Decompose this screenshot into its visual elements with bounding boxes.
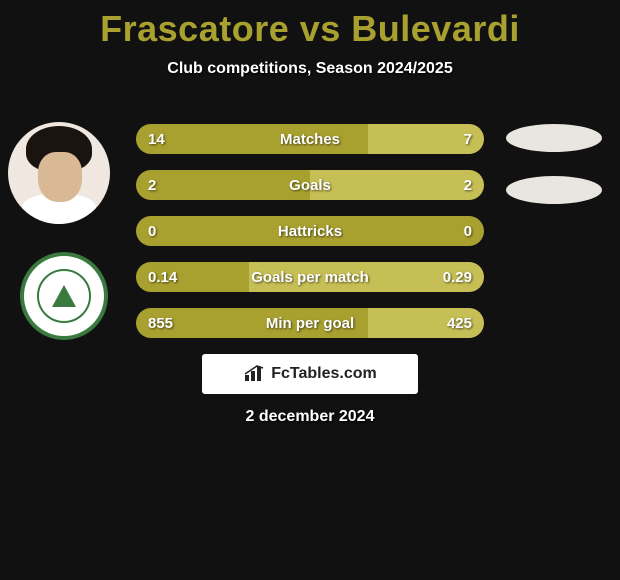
stat-bar-left: [136, 308, 368, 338]
stats-panel: Matches147 Goals22 Hattricks00 Goals per ma…: [136, 124, 484, 354]
right-ovals: [506, 124, 602, 228]
left-avatars: [8, 122, 118, 340]
stat-row: Goals22: [136, 170, 484, 200]
stat-row: Goals per match0.140.29: [136, 262, 484, 292]
club-crest: [20, 252, 108, 340]
player-avatar: [8, 122, 110, 224]
stat-bar: [136, 216, 484, 246]
stat-row: Matches147: [136, 124, 484, 154]
page-title: Frascatore vs Bulevardi: [0, 0, 620, 50]
stat-row: Hattricks00: [136, 216, 484, 246]
opponent-placeholder-icon: [506, 176, 602, 204]
brand-text: FcTables.com: [271, 365, 377, 383]
stat-bar-left: [136, 216, 484, 246]
subtitle: Club competitions, Season 2024/2025: [0, 60, 620, 78]
brand-badge[interactable]: FcTables.com: [202, 354, 418, 394]
stat-bar: [136, 124, 484, 154]
stat-bar-left: [136, 124, 368, 154]
stat-bar-right: [249, 262, 484, 292]
date-label: 2 december 2024: [0, 408, 620, 426]
stat-bar: [136, 170, 484, 200]
stat-bar-right: [368, 308, 484, 338]
stat-bar-right: [310, 170, 484, 200]
stat-bar-right: [368, 124, 484, 154]
bar-chart-icon: [243, 365, 265, 383]
stat-bar: [136, 262, 484, 292]
stat-bar-left: [136, 262, 249, 292]
stat-bar: [136, 308, 484, 338]
stat-bar-left: [136, 170, 310, 200]
stat-row: Min per goal855425: [136, 308, 484, 338]
opponent-placeholder-icon: [506, 124, 602, 152]
